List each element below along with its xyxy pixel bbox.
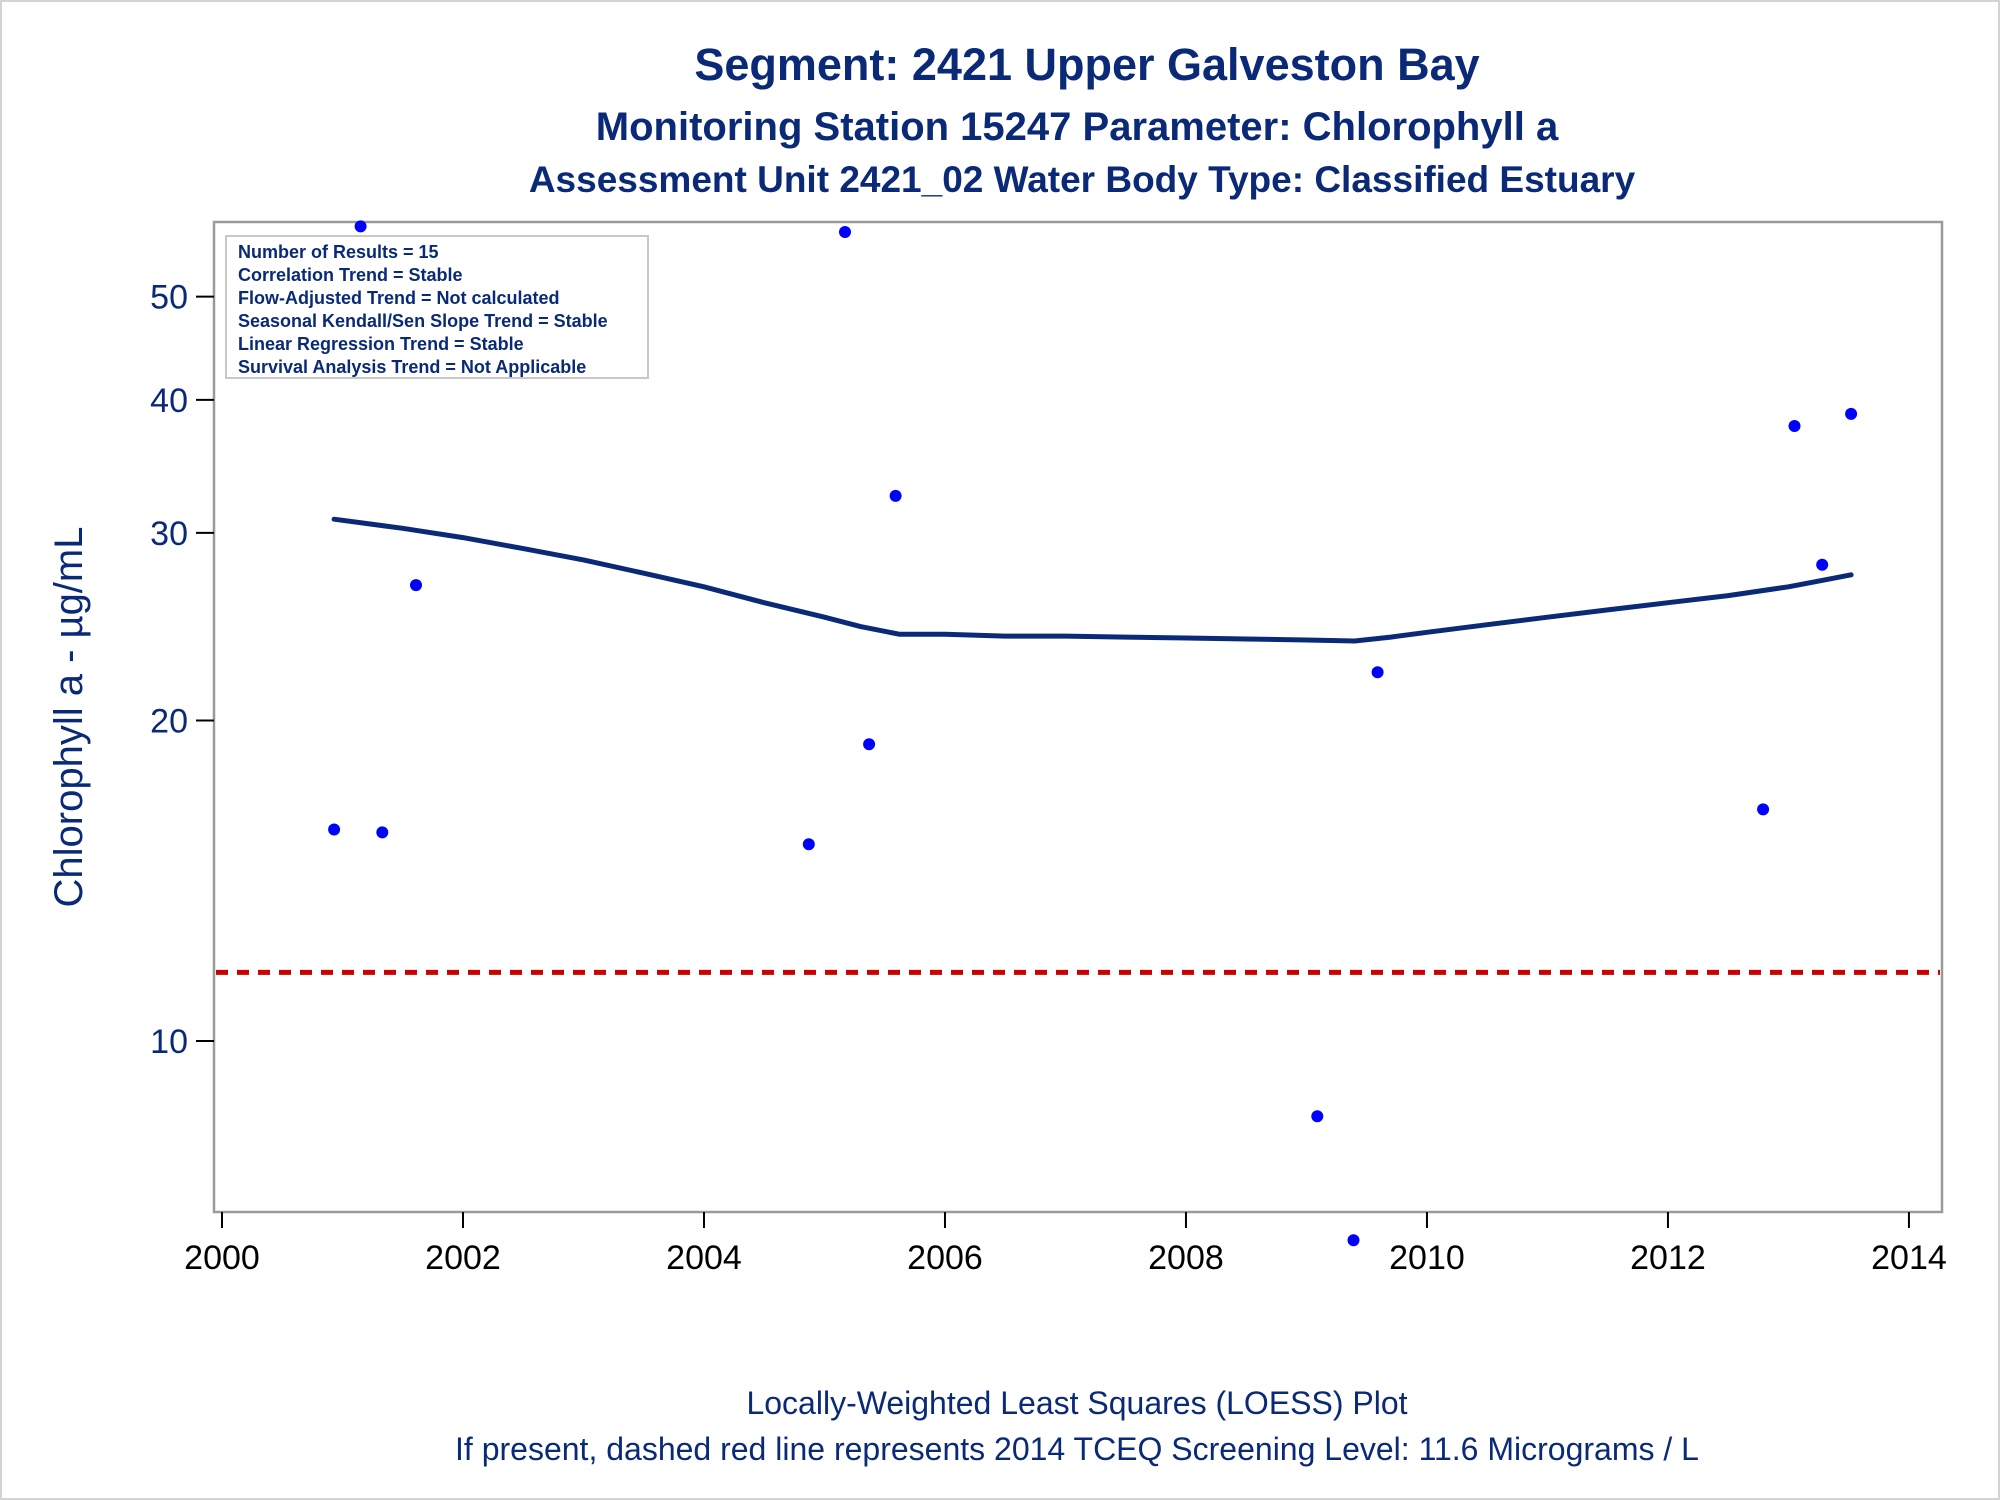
inset-line-results: Number of Results = 15 [238,242,439,262]
trend-inset-box [225,235,649,379]
data-point [354,220,367,233]
y-axis-title: Chlorophyll a - µg/mL [47,527,91,908]
inset-line-linear-regression: Linear Regression Trend = Stable [238,334,524,354]
x-tick-label: 2000 [184,1239,260,1277]
data-point [1371,666,1384,679]
loess-curve [331,516,1854,644]
inset-line-survival: Survival Analysis Trend = Not Applicable [238,357,586,377]
data-point [889,489,902,502]
chart-subtitle-station: Monitoring Station 15247 Parameter: Chlo… [596,105,1559,149]
chart-subtitle-assessment: Assessment Unit 2421_02 Water Body Type:… [529,159,1636,200]
y-tick-label: 20 [150,702,188,740]
data-point [1816,558,1829,571]
trend-inset: Number of Results = 15 Correlation Trend… [225,235,649,379]
data-point [1757,803,1770,816]
x-tick-label: 2012 [1630,1239,1706,1277]
y-tick-label: 50 [150,279,188,317]
footnote-screening: If present, dashed red line represents 2… [455,1431,1699,1467]
x-tick-label: 2006 [907,1239,983,1277]
loess-layer [331,516,1854,644]
x-tick-label: 2008 [1148,1239,1224,1277]
x-tick-label: 2014 [1871,1239,1947,1277]
data-point [410,579,422,592]
inset-line-flow-adjusted: Flow-Adjusted Trend = Not calculated [238,288,560,308]
data-point [863,738,876,751]
inset-line-seasonal-kendall: Seasonal Kendall/Sen Slope Trend = Stabl… [238,311,608,331]
x-tick-label: 2010 [1389,1239,1465,1277]
data-point [328,823,341,836]
data-point [802,838,815,851]
chart-title: Segment: 2421 Upper Galveston Bay [694,39,1479,90]
y-tick-label: 30 [150,515,188,553]
data-point [1311,1110,1324,1123]
data-point [1788,420,1801,432]
data-point [376,826,389,839]
x-tick-label: 2002 [425,1239,501,1277]
inset-line-correlation: Correlation Trend = Stable [238,265,463,285]
data-point [839,226,851,238]
y-tick-label: 10 [150,1023,188,1061]
data-point [1347,1234,1360,1247]
y-axis: 10 20 30 40 50 [150,279,214,1061]
plot-area-border [212,220,1944,1214]
y-tick-label: 40 [150,382,188,420]
points-layer [328,220,1858,1247]
x-tick-label: 2004 [666,1239,742,1277]
data-point [1845,407,1858,420]
x-axis: 2000 2002 2004 2006 2008 2010 2012 2014 [184,1212,1947,1277]
footnote-loess: Locally-Weighted Least Squares (LOESS) P… [746,1385,1407,1421]
